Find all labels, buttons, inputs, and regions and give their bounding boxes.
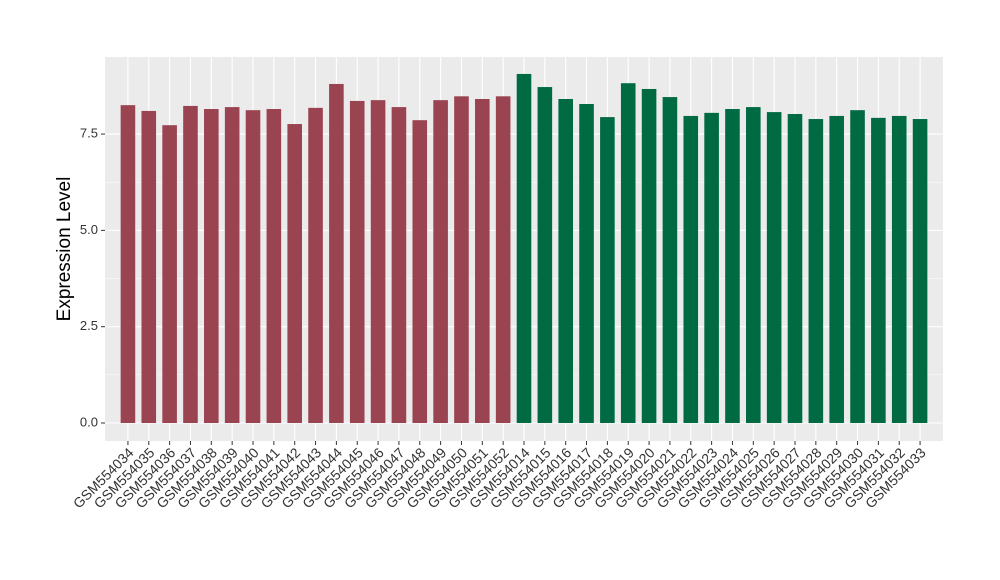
y-tick-label: 5.0 — [80, 222, 98, 237]
bar — [349, 100, 365, 424]
bar — [600, 117, 615, 424]
bar — [391, 107, 407, 424]
bar — [891, 115, 907, 424]
bar — [308, 107, 323, 424]
bar — [787, 114, 803, 424]
bar — [579, 104, 594, 424]
bar — [704, 112, 719, 424]
bar — [266, 109, 282, 424]
bar — [829, 115, 844, 424]
bar — [204, 109, 219, 424]
bar — [725, 109, 740, 424]
bar — [245, 110, 261, 424]
bar — [871, 117, 886, 424]
bar — [141, 110, 157, 424]
bar — [433, 100, 448, 424]
bar — [662, 97, 678, 424]
bar — [620, 83, 636, 424]
bar — [224, 107, 240, 424]
bar — [287, 124, 302, 424]
bar — [495, 96, 511, 424]
y-tick-label: 7.5 — [80, 125, 98, 140]
bar — [912, 119, 928, 424]
bar — [120, 105, 136, 424]
bar — [746, 107, 761, 424]
bar — [641, 88, 657, 424]
bar — [370, 100, 386, 424]
bar — [162, 125, 177, 424]
bar — [537, 87, 553, 424]
bar — [516, 73, 532, 424]
y-axis-title: Expression Level — [54, 177, 75, 322]
y-tick-label: 2.5 — [80, 318, 98, 333]
bar — [850, 110, 865, 424]
bar — [766, 112, 782, 424]
y-tick-label: 0.0 — [80, 414, 98, 429]
bar — [412, 120, 428, 424]
bar — [808, 119, 824, 424]
bar — [558, 98, 573, 424]
bar — [183, 105, 198, 424]
bar — [683, 115, 699, 424]
bar — [475, 98, 490, 424]
bar — [329, 83, 344, 424]
bar — [454, 96, 469, 424]
